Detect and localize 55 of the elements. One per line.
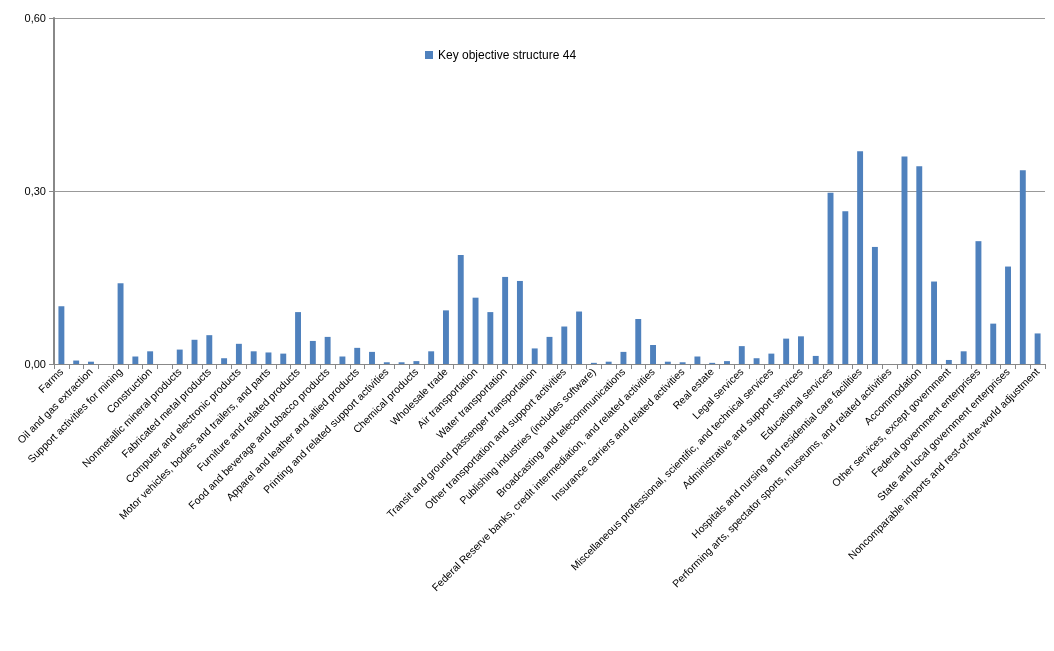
bar	[975, 241, 982, 364]
bar	[457, 255, 464, 364]
bar	[842, 211, 849, 364]
bar	[635, 319, 642, 364]
bar	[1034, 333, 1041, 364]
bar	[354, 347, 361, 364]
bar	[339, 356, 346, 364]
bar	[250, 351, 257, 364]
bar	[561, 326, 568, 364]
bar	[768, 353, 775, 364]
bar	[945, 359, 952, 364]
bar	[472, 297, 479, 364]
bar	[576, 311, 583, 364]
bar	[413, 361, 420, 364]
bar	[309, 340, 316, 364]
bar	[295, 312, 302, 364]
bar	[516, 280, 523, 364]
bar	[724, 361, 730, 364]
bar	[58, 306, 65, 364]
bar	[960, 351, 967, 364]
bar	[1019, 170, 1026, 364]
bar	[235, 343, 242, 364]
bar	[206, 335, 213, 364]
bar	[487, 312, 494, 364]
y-tick-label: 0,00	[24, 358, 46, 370]
y-tick-label: 0,60	[24, 12, 46, 24]
bar	[797, 336, 804, 364]
bar	[443, 310, 449, 364]
bar	[620, 351, 627, 364]
bar	[783, 338, 790, 364]
bar	[280, 353, 287, 364]
bar	[916, 166, 923, 364]
bar	[428, 351, 435, 364]
bar	[531, 348, 538, 364]
bar	[931, 281, 938, 364]
bar	[650, 344, 656, 364]
bar	[857, 151, 864, 364]
bar	[117, 283, 124, 364]
bar	[369, 351, 375, 364]
bar	[871, 246, 878, 364]
bar	[221, 358, 228, 364]
bar	[324, 336, 331, 364]
bar	[694, 356, 701, 364]
bar	[132, 356, 139, 364]
bar	[73, 360, 80, 364]
bar	[1005, 266, 1011, 364]
bar	[147, 351, 154, 364]
bar	[738, 346, 745, 364]
bar	[812, 355, 819, 364]
y-tick-label: 0,30	[24, 185, 46, 197]
bar	[176, 349, 183, 364]
bar	[753, 358, 760, 364]
bar	[502, 276, 509, 364]
bar	[990, 323, 997, 364]
legend-label: Key objective structure 44	[438, 48, 577, 62]
